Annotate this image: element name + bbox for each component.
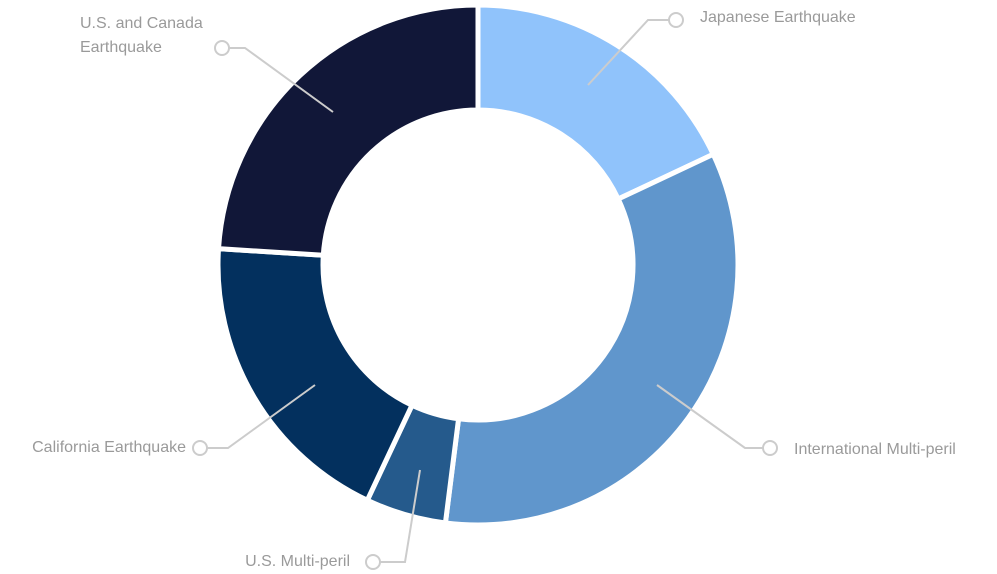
leader-line — [656, 384, 763, 449]
donut-segment — [215, 2, 481, 258]
leader-dot — [668, 12, 684, 28]
slice-label: Japanese Earthquake — [700, 9, 856, 26]
leader-dot — [762, 440, 778, 456]
slice-label: U.S. and Canada Earthquake — [80, 15, 203, 56]
donut-segment — [215, 246, 416, 504]
leader-dot — [214, 40, 230, 56]
slice-label: International Multi-peril — [794, 441, 956, 458]
leader-line — [380, 469, 421, 563]
leader-dot — [192, 440, 208, 456]
slice-label: California Earthquake — [32, 439, 186, 456]
slice-label: U.S. Multi-peril — [245, 553, 350, 570]
donut-segment — [475, 2, 717, 203]
leader-dot — [365, 554, 381, 570]
leader-line — [587, 19, 669, 86]
leader-line — [207, 384, 316, 449]
leader-line — [229, 47, 334, 113]
donut-segment — [442, 150, 741, 528]
